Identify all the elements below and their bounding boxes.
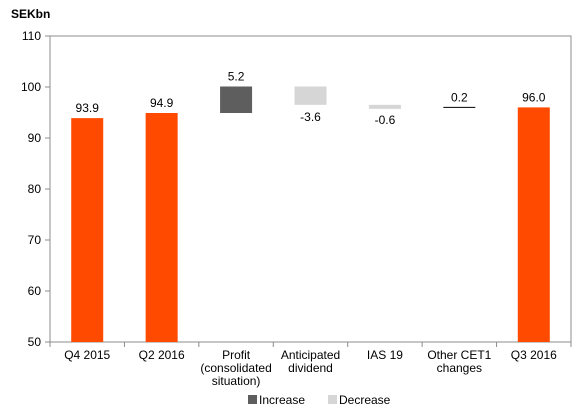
bar-decrease [368,104,401,109]
y-tick-label: 50 [28,335,42,349]
y-tick-label: 80 [28,182,42,196]
bar-total [517,107,550,343]
x-category-label: Q3 2016 [511,348,557,362]
legend-swatch-decrease [328,395,337,404]
bar-total [71,118,104,342]
y-tick-label: 100 [21,80,41,94]
x-category-label: Profit (consolidated situation) [200,348,271,388]
bar-total [145,113,178,342]
x-category-label: IAS 19 [367,348,403,362]
x-category-label: Anticipated dividend [281,348,340,375]
x-category-label: Q4 2015 [64,348,110,362]
data-label: -3.6 [300,110,321,124]
data-label: -0.6 [375,113,396,127]
data-label: 0.2 [451,90,468,104]
y-tick-label: 70 [28,233,42,247]
plot-frame [49,35,572,343]
x-category-label: Other CET1 changes [427,348,491,375]
y-tick-label: 90 [28,131,42,145]
data-label: 5.2 [228,69,245,83]
bar-decrease [294,86,327,105]
legend-label-decrease: Decrease [339,393,391,407]
y-tick-label: 110 [22,29,41,43]
legend-swatch-increase [248,395,257,404]
y-tick-label: 60 [28,284,42,298]
data-label: 93.9 [76,101,100,115]
data-label: 94.9 [150,96,174,110]
bar-increase [220,86,253,114]
data-label: 96.0 [522,90,546,104]
x-category-label: Q2 2016 [139,348,185,362]
legend-label-increase: Increase [259,393,305,407]
y-unit-label: SEKbn [11,7,50,21]
